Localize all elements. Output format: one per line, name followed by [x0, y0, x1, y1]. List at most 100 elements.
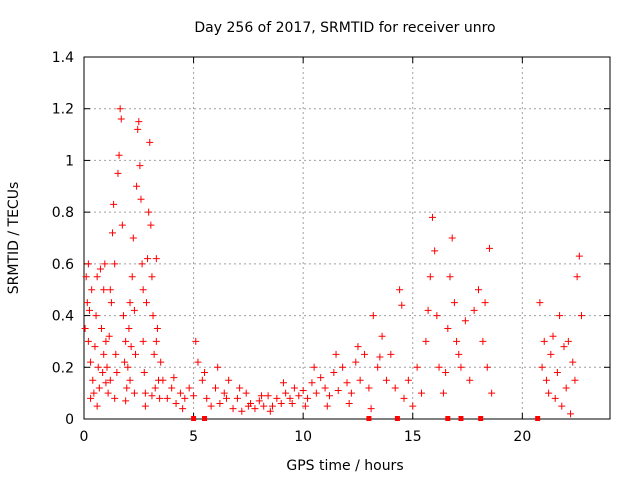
data-point	[461, 317, 469, 325]
data-point	[536, 299, 544, 307]
data-point	[573, 273, 581, 281]
data-point	[220, 389, 228, 397]
zero-marker	[478, 416, 484, 421]
x-tick-label: 20	[513, 429, 531, 445]
data-point	[90, 389, 98, 397]
data-point	[201, 368, 209, 376]
data-point	[113, 368, 121, 376]
data-point	[153, 325, 161, 332]
data-point	[352, 358, 360, 366]
data-point	[374, 363, 382, 371]
data-point	[268, 402, 276, 410]
data-point	[163, 394, 171, 402]
data-point	[102, 379, 110, 387]
chart-title: Day 256 of 2017, SRMTID for receiver unr…	[194, 20, 495, 36]
zero-marker	[394, 416, 400, 421]
y-tick-label: 0.6	[52, 257, 74, 273]
zero-marker	[366, 416, 372, 421]
data-point	[84, 260, 92, 268]
data-point	[433, 312, 441, 320]
data-point	[137, 195, 145, 203]
grid-lines	[84, 57, 610, 419]
data-point	[367, 405, 375, 413]
data-point	[127, 343, 135, 351]
data-point	[400, 394, 408, 402]
data-point	[562, 384, 570, 392]
data-point	[365, 384, 373, 392]
data-point	[98, 325, 106, 332]
data-point	[119, 312, 127, 320]
data-point	[567, 410, 575, 418]
data-point	[396, 286, 404, 294]
data-point	[428, 213, 436, 221]
data-point	[132, 350, 140, 358]
data-point	[176, 389, 184, 397]
data-point	[547, 350, 555, 358]
data-point	[139, 337, 147, 345]
data-point	[100, 286, 108, 294]
data-point	[147, 221, 155, 229]
data-point	[121, 358, 129, 366]
data-point	[122, 397, 130, 405]
data-point	[172, 399, 180, 407]
data-point	[157, 358, 165, 366]
data-point	[290, 384, 298, 392]
data-point	[212, 384, 219, 392]
data-point	[571, 376, 579, 384]
zero-marker	[202, 416, 208, 421]
x-axis-label: GPS time / hours	[286, 458, 403, 474]
x-tick-label: 15	[404, 429, 422, 445]
y-tick-label: 0.4	[52, 309, 74, 325]
data-point	[114, 169, 122, 177]
data-point	[194, 358, 202, 366]
data-point	[558, 402, 566, 410]
data-point	[564, 337, 572, 345]
data-point	[233, 394, 241, 402]
data-point	[130, 306, 138, 314]
data-point	[112, 350, 120, 358]
data-point	[99, 368, 107, 376]
y-tick-label: 1.4	[52, 50, 74, 66]
data-point	[141, 389, 149, 397]
data-point	[82, 273, 90, 281]
data-point	[475, 286, 482, 294]
data-point	[185, 384, 193, 392]
data-point	[279, 379, 287, 387]
data-point	[488, 389, 496, 397]
y-tick-label: 1	[65, 153, 74, 169]
data-point	[102, 337, 110, 345]
data-point	[111, 394, 119, 402]
data-point	[446, 273, 454, 281]
data-point	[93, 402, 101, 410]
data-point	[258, 392, 266, 400]
data-point	[424, 306, 432, 314]
data-point	[179, 405, 187, 413]
data-point	[216, 399, 224, 407]
data-point	[85, 306, 93, 314]
data-point	[255, 397, 263, 405]
data-point	[457, 363, 465, 371]
data-point	[323, 402, 331, 410]
data-point	[88, 286, 96, 294]
data-point	[343, 379, 351, 387]
x-tick-label: 10	[294, 429, 312, 445]
data-point	[106, 376, 114, 384]
data-point	[141, 402, 149, 410]
data-point	[124, 363, 132, 371]
data-point	[431, 247, 439, 255]
data-point	[133, 182, 141, 190]
data-point	[485, 244, 493, 252]
zero-marker	[458, 416, 464, 421]
data-point	[551, 394, 559, 402]
data-point	[330, 368, 338, 376]
data-point	[339, 363, 347, 371]
data-point	[483, 363, 491, 371]
data-point	[192, 337, 200, 345]
data-point	[115, 151, 123, 159]
data-point	[152, 337, 160, 345]
data-point	[442, 368, 450, 376]
data-point	[198, 376, 206, 384]
data-point	[149, 312, 157, 320]
data-point	[168, 384, 176, 392]
data-point	[126, 376, 134, 384]
